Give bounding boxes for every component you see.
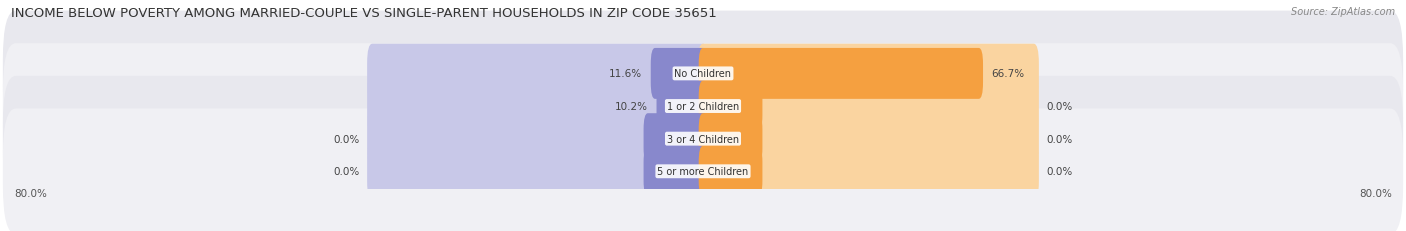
FancyBboxPatch shape bbox=[367, 77, 709, 136]
Text: 0.0%: 0.0% bbox=[333, 134, 360, 144]
FancyBboxPatch shape bbox=[3, 109, 1403, 231]
FancyBboxPatch shape bbox=[3, 44, 1403, 169]
Text: 66.7%: 66.7% bbox=[991, 69, 1025, 79]
FancyBboxPatch shape bbox=[3, 12, 1403, 137]
Text: 0.0%: 0.0% bbox=[1046, 134, 1073, 144]
Text: 3 or 4 Children: 3 or 4 Children bbox=[666, 134, 740, 144]
Text: 11.6%: 11.6% bbox=[609, 69, 643, 79]
FancyBboxPatch shape bbox=[699, 146, 762, 197]
FancyBboxPatch shape bbox=[644, 114, 707, 164]
Text: 80.0%: 80.0% bbox=[1360, 188, 1392, 198]
Text: 10.2%: 10.2% bbox=[614, 102, 648, 112]
FancyBboxPatch shape bbox=[367, 109, 709, 169]
FancyBboxPatch shape bbox=[699, 114, 762, 164]
FancyBboxPatch shape bbox=[699, 49, 983, 99]
FancyBboxPatch shape bbox=[699, 81, 762, 132]
Text: Source: ZipAtlas.com: Source: ZipAtlas.com bbox=[1291, 7, 1395, 17]
Text: 0.0%: 0.0% bbox=[1046, 167, 1073, 176]
FancyBboxPatch shape bbox=[651, 49, 707, 99]
FancyBboxPatch shape bbox=[697, 109, 1039, 169]
Text: No Children: No Children bbox=[675, 69, 731, 79]
Text: 1 or 2 Children: 1 or 2 Children bbox=[666, 102, 740, 112]
Text: 5 or more Children: 5 or more Children bbox=[658, 167, 748, 176]
FancyBboxPatch shape bbox=[657, 81, 707, 132]
FancyBboxPatch shape bbox=[367, 45, 709, 104]
Text: 0.0%: 0.0% bbox=[333, 167, 360, 176]
Text: INCOME BELOW POVERTY AMONG MARRIED-COUPLE VS SINGLE-PARENT HOUSEHOLDS IN ZIP COD: INCOME BELOW POVERTY AMONG MARRIED-COUPL… bbox=[11, 7, 717, 20]
FancyBboxPatch shape bbox=[697, 45, 1039, 104]
FancyBboxPatch shape bbox=[644, 146, 707, 197]
FancyBboxPatch shape bbox=[697, 142, 1039, 201]
FancyBboxPatch shape bbox=[3, 76, 1403, 202]
Text: 80.0%: 80.0% bbox=[14, 188, 46, 198]
FancyBboxPatch shape bbox=[367, 142, 709, 201]
Text: 0.0%: 0.0% bbox=[1046, 102, 1073, 112]
FancyBboxPatch shape bbox=[697, 77, 1039, 136]
